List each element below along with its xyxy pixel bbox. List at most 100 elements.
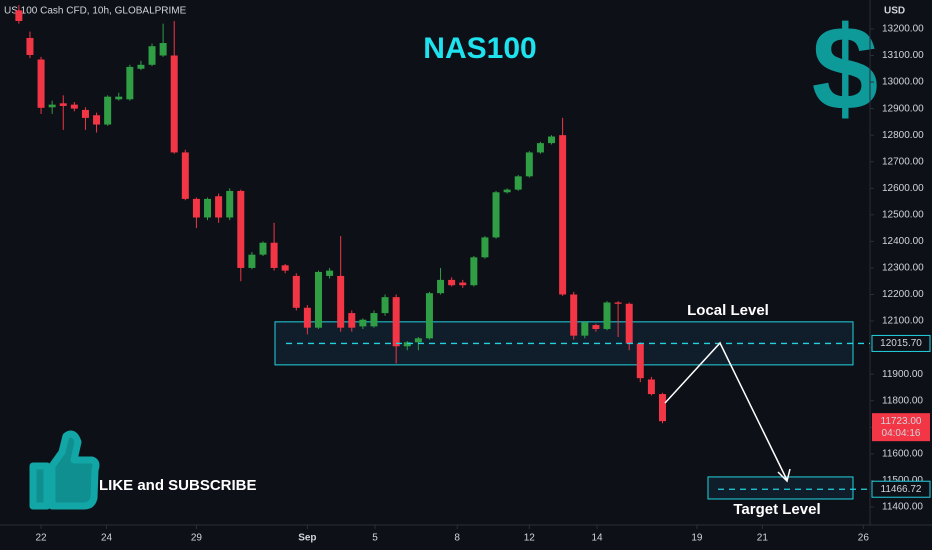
- x-tick-label: 29: [191, 533, 203, 544]
- candle-body: [204, 198, 212, 218]
- candle-body: [181, 152, 189, 199]
- header: US 100 Cash CFD, 10h, GLOBALPRIME: [4, 6, 187, 17]
- candle-body: [437, 279, 445, 294]
- y-tick-label: 12800.00: [882, 130, 924, 141]
- candle-body: [292, 275, 300, 308]
- candle-body: [37, 59, 45, 108]
- candle-body: [414, 338, 422, 343]
- y-tick-label: 12700.00: [882, 156, 924, 167]
- y-tick-label: 13000.00: [882, 77, 924, 88]
- candle-body: [93, 115, 101, 125]
- candle-body: [470, 257, 478, 286]
- y-tick-label: 11800.00: [882, 395, 923, 406]
- currency: USD: [884, 6, 905, 17]
- zone-label: Local Level: [687, 302, 769, 319]
- candle-body: [348, 313, 356, 328]
- x-tick-label: Sep: [298, 533, 316, 544]
- candle-body: [26, 37, 34, 55]
- candle-body: [370, 313, 378, 327]
- candle-body: [237, 190, 245, 268]
- y-tick-label: 12600.00: [882, 183, 924, 194]
- candle-body: [215, 196, 223, 218]
- zone-label: Target Level: [733, 501, 820, 518]
- candle-body: [625, 303, 633, 344]
- last-price-label: 11723.00: [881, 416, 922, 427]
- x-tick-label: 24: [101, 533, 113, 544]
- countdown: 04:04:16: [882, 428, 921, 439]
- candle-body: [115, 96, 123, 100]
- candle-body: [70, 104, 78, 109]
- candle-body: [137, 64, 145, 69]
- candle-body: [337, 275, 345, 328]
- price-label: 11466.72: [881, 484, 922, 495]
- y-tick-label: 12500.00: [882, 209, 924, 220]
- candle-body: [503, 189, 511, 193]
- candle-body: [15, 10, 23, 21]
- y-tick-label: 11400.00: [882, 502, 923, 513]
- dollar-icon: $: [812, 2, 879, 136]
- x-tick-label: 26: [858, 533, 870, 544]
- candle-body: [259, 242, 267, 255]
- candle-body: [159, 43, 167, 56]
- candle-body: [281, 265, 289, 271]
- candle-body: [314, 271, 322, 328]
- x-tick-label: 19: [691, 533, 703, 544]
- candle-body: [492, 192, 500, 238]
- x-tick-label: 5: [372, 533, 378, 544]
- price-label: 12015.70: [880, 338, 922, 349]
- y-tick-label: 12400.00: [882, 236, 924, 247]
- candle-body: [614, 302, 622, 304]
- y-tick-label: 11500.00: [882, 475, 923, 486]
- candle-body: [381, 297, 389, 314]
- price-label-box: [871, 334, 931, 352]
- y-tick-label: 12200.00: [882, 289, 924, 300]
- candle-body: [559, 135, 567, 295]
- y-tick-label: 12900.00: [882, 103, 924, 114]
- y-tick-label: 12100.00: [882, 316, 924, 327]
- x-tick-label: 12: [524, 533, 536, 544]
- candle-body: [581, 322, 589, 336]
- y-tick-label: 11600.00: [882, 448, 923, 459]
- candle-body: [481, 237, 489, 258]
- candle-body: [392, 297, 400, 347]
- x-tick-label: 14: [591, 533, 603, 544]
- candle-body: [514, 176, 522, 190]
- candle-body: [81, 109, 89, 118]
- candle-body: [359, 319, 367, 327]
- chart-title: NAS100: [423, 32, 536, 65]
- x-tick-label: 22: [35, 533, 47, 544]
- x-tick-label: 8: [454, 533, 460, 544]
- candle-body: [248, 254, 256, 268]
- candle-body: [104, 96, 112, 125]
- candle-body: [570, 294, 578, 336]
- candle-body: [48, 104, 56, 108]
- thumb-icon: [29, 430, 100, 510]
- candle-body: [548, 136, 556, 144]
- cta-text: LIKE and SUBSCRIBE: [99, 477, 257, 494]
- y-tick-label: 12300.00: [882, 263, 924, 274]
- y-tick-label: 13200.00: [882, 24, 924, 35]
- y-tick-label: 11900.00: [882, 369, 923, 380]
- candle-body: [658, 394, 666, 422]
- zone: [707, 476, 854, 500]
- candle-body: [170, 55, 178, 153]
- candle-body: [536, 143, 544, 153]
- x-tick-label: 21: [757, 533, 769, 544]
- candle-body: [148, 46, 156, 65]
- candle-body: [647, 379, 655, 395]
- candle-body: [448, 279, 456, 286]
- candle-body: [270, 242, 278, 268]
- candle-body: [525, 152, 533, 177]
- last-price-box: [872, 413, 930, 442]
- candle-body: [59, 103, 67, 106]
- candle-body: [126, 66, 134, 100]
- candle-body: [403, 342, 411, 347]
- candle-body: [636, 343, 644, 379]
- candle-body: [303, 307, 311, 328]
- candle-body: [326, 270, 334, 276]
- candle-body: [592, 325, 600, 330]
- candle-body: [459, 282, 467, 286]
- projection-arrow: [664, 341, 788, 481]
